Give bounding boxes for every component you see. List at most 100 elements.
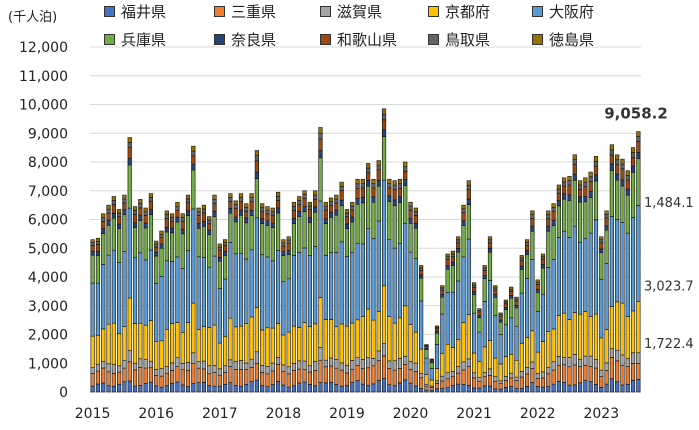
bar-segment bbox=[95, 240, 101, 245]
bar-segment bbox=[170, 362, 175, 371]
bar-segment bbox=[498, 312, 503, 315]
bar-segment bbox=[556, 200, 561, 207]
bar-segment bbox=[111, 204, 116, 214]
bar-segment bbox=[503, 380, 509, 388]
bar-segment bbox=[466, 198, 471, 205]
bar-segment bbox=[201, 382, 207, 393]
bar-segment bbox=[588, 365, 593, 382]
bar-segment bbox=[456, 366, 461, 374]
bar-segment bbox=[175, 357, 180, 367]
bar-segment bbox=[530, 330, 535, 363]
bar-segment bbox=[291, 205, 297, 211]
bar-segment bbox=[519, 371, 524, 378]
bar-segment bbox=[201, 257, 207, 327]
bar-segment bbox=[604, 229, 609, 264]
bar-segment bbox=[466, 180, 471, 186]
bar-segment bbox=[604, 217, 609, 227]
bar-segment bbox=[583, 186, 588, 197]
bar-segment bbox=[217, 249, 222, 258]
legend-item-mie: 三重県 bbox=[214, 0, 276, 22]
bar-segment bbox=[132, 323, 138, 364]
bar-segment bbox=[450, 253, 456, 258]
bar-segment bbox=[546, 230, 551, 268]
bar-segment bbox=[127, 361, 132, 382]
bar-segment bbox=[546, 267, 551, 332]
bar-segment bbox=[450, 261, 456, 266]
bar-segment bbox=[572, 364, 577, 386]
bar-segment bbox=[524, 245, 530, 252]
bar-segment bbox=[223, 372, 228, 385]
bar-segment bbox=[106, 371, 111, 386]
bar-segment bbox=[482, 385, 487, 393]
bar-segment bbox=[318, 297, 323, 348]
legend-item-fukui: 福井県 bbox=[104, 0, 166, 22]
bar-segment bbox=[233, 326, 238, 362]
bar-segment bbox=[223, 245, 228, 252]
bar-segment bbox=[419, 265, 424, 269]
bar-segment bbox=[493, 315, 498, 359]
bar-segment bbox=[413, 207, 418, 213]
bar-segment bbox=[339, 362, 344, 371]
bar-segment bbox=[154, 255, 159, 284]
bar-segment bbox=[514, 305, 519, 309]
bar-segment bbox=[101, 367, 106, 384]
bar-segment bbox=[148, 320, 154, 362]
bar-segment bbox=[355, 319, 360, 358]
bar-segment bbox=[493, 287, 498, 291]
bar-segment bbox=[260, 207, 265, 213]
bar-segment bbox=[339, 205, 344, 243]
bar-segment bbox=[127, 158, 132, 166]
bar-stack bbox=[487, 236, 493, 393]
bar-segment bbox=[350, 368, 355, 383]
bar-segment bbox=[366, 228, 371, 310]
legend-swatch-shiga bbox=[320, 5, 331, 17]
bar-stack bbox=[313, 190, 318, 393]
bar-segment bbox=[583, 355, 588, 366]
legend-swatch-nara bbox=[214, 33, 225, 45]
bar-segment bbox=[122, 367, 127, 383]
bar-segment bbox=[371, 196, 376, 203]
bar-segment bbox=[138, 207, 143, 216]
bar-segment bbox=[111, 364, 116, 374]
bar-segment bbox=[328, 212, 334, 218]
bar-segment bbox=[440, 296, 445, 315]
bar-segment bbox=[466, 204, 471, 240]
bar-segment bbox=[334, 198, 339, 204]
bar-segment bbox=[302, 381, 307, 393]
bar-segment bbox=[599, 236, 604, 241]
bar-segment bbox=[397, 202, 403, 244]
bar-segment bbox=[551, 369, 556, 385]
bar-segment bbox=[509, 286, 514, 290]
bar-segment bbox=[164, 366, 169, 374]
bar-segment bbox=[599, 252, 604, 280]
bar-segment bbox=[461, 361, 466, 371]
bar-segment bbox=[228, 207, 233, 214]
bar-segment bbox=[302, 198, 307, 208]
bar-segment bbox=[599, 376, 604, 388]
bar-stack bbox=[498, 312, 503, 393]
bar-segment bbox=[440, 380, 445, 389]
bar-segment bbox=[514, 359, 519, 378]
bar-segment bbox=[392, 180, 397, 186]
bar-segment bbox=[551, 225, 556, 260]
bar-segment bbox=[106, 254, 111, 325]
bar-segment bbox=[122, 326, 127, 361]
bar-stack bbox=[445, 253, 450, 393]
bar-segment bbox=[281, 371, 286, 386]
bar-segment bbox=[630, 157, 636, 167]
bar-segment bbox=[551, 328, 556, 362]
bar-stack bbox=[371, 178, 376, 393]
bar-segment bbox=[392, 322, 397, 362]
bar-segment bbox=[323, 319, 328, 361]
legend-swatch-wakayama bbox=[320, 33, 331, 45]
bar-segment bbox=[551, 203, 556, 208]
bar-segment bbox=[334, 326, 339, 360]
bar-segment bbox=[493, 388, 498, 393]
bar-segment bbox=[132, 206, 138, 211]
bar-stack bbox=[509, 286, 514, 393]
bar-segment bbox=[122, 202, 127, 210]
bar-segment bbox=[519, 342, 524, 372]
bar-segment bbox=[196, 367, 201, 383]
bar-segment bbox=[260, 385, 265, 393]
